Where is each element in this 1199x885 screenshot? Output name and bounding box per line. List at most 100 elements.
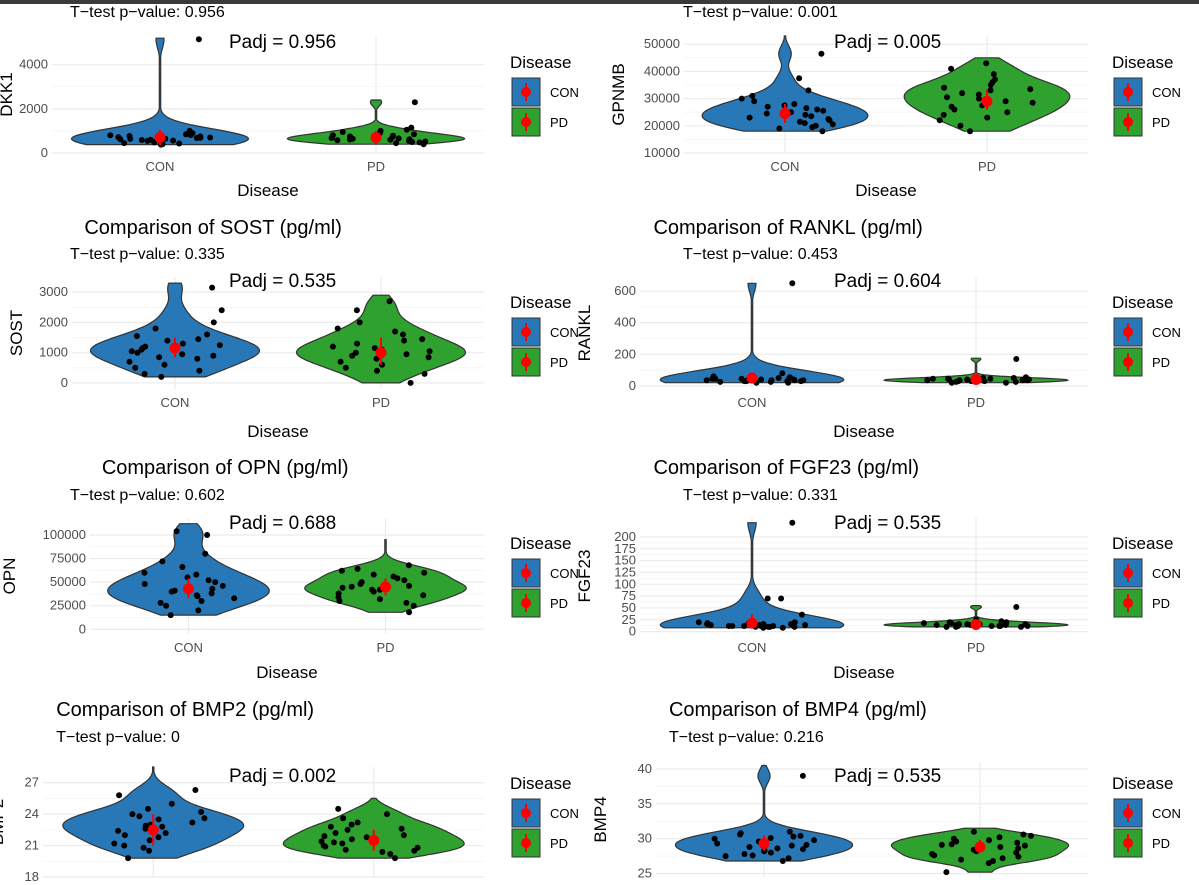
data-point-con: [738, 95, 745, 102]
data-point-pd: [356, 319, 363, 326]
data-point-con: [205, 577, 212, 584]
y-tick-label: 175: [614, 541, 636, 556]
y-tick-label: 200: [614, 529, 636, 544]
data-point-con: [155, 816, 162, 823]
violin-con: [89, 282, 261, 378]
legend-title: Disease: [510, 534, 571, 553]
violin-pd: [304, 539, 467, 613]
y-tick-label: 2000: [39, 314, 68, 329]
y-tick-label: 0: [629, 624, 636, 639]
mean-point-pd: [380, 581, 391, 593]
data-point-con: [808, 113, 815, 120]
data-point-con: [811, 837, 818, 844]
data-point-pd: [330, 839, 337, 846]
data-point-pd: [970, 828, 977, 835]
data-point-con: [788, 842, 795, 849]
data-point-con: [218, 307, 225, 314]
data-point-pd: [410, 602, 417, 609]
data-point-con: [171, 587, 178, 594]
y-tick-label: 0: [61, 375, 68, 390]
data-point-pd: [989, 79, 996, 86]
data-point-con: [142, 822, 149, 829]
data-point-con: [820, 107, 827, 114]
legend-label-con: CON: [550, 85, 579, 100]
data-point-con: [198, 809, 205, 815]
legend-label-pd: PD: [550, 115, 568, 130]
data-point-con: [126, 358, 133, 365]
data-point-con: [805, 87, 812, 94]
data-point-pd: [354, 565, 361, 572]
data-point-pd: [948, 65, 955, 72]
y-tick-label: 30: [638, 831, 652, 846]
legend-title: Disease: [1112, 53, 1173, 72]
data-point-con: [758, 376, 765, 383]
data-point-con: [717, 378, 724, 385]
data-point-con: [179, 340, 186, 347]
data-point-pd: [329, 343, 336, 350]
data-point-pd: [426, 348, 433, 355]
data-point-con: [802, 622, 809, 628]
gridlines: [640, 277, 1088, 389]
data-point-con: [163, 602, 170, 609]
data-point-pd: [1024, 623, 1031, 629]
x-tick-label: PD: [376, 640, 394, 655]
data-point-pd: [964, 621, 971, 628]
legend: Disease CON PD: [510, 534, 579, 618]
data-point-con: [107, 132, 114, 139]
legend-label-con: CON: [1152, 806, 1181, 821]
data-point-pd: [327, 823, 334, 830]
data-point-con: [179, 564, 186, 570]
data-point-con: [756, 622, 763, 628]
data-point-con: [749, 852, 756, 859]
panel-gpnmb: T−test p−value: 0.001 10000 20000 30000 4000…: [609, 4, 1181, 200]
data-point-pd: [358, 579, 365, 586]
gridlines: [640, 518, 1088, 634]
data-point-con: [194, 355, 201, 362]
data-point-pd: [1003, 379, 1009, 386]
data-point-pd: [421, 569, 428, 576]
data-point-pd: [334, 137, 341, 144]
data-point-pd: [321, 833, 328, 840]
data-point-pd: [395, 135, 402, 142]
data-point-pd: [403, 126, 410, 133]
data-point-pd: [999, 855, 1006, 862]
data-point-con: [193, 571, 200, 578]
data-point-con: [202, 550, 209, 557]
y-tick-label: 0: [629, 378, 636, 393]
legend: Disease CON PD: [1112, 534, 1181, 618]
data-point-pd: [371, 345, 378, 352]
data-point-con: [825, 116, 832, 122]
legend-label-con: CON: [1152, 566, 1181, 581]
data-point-pd: [996, 623, 1003, 629]
data-point-pd: [353, 307, 360, 314]
data-point-pd: [936, 117, 943, 124]
mean-point-pd: [970, 619, 982, 631]
data-point-pd: [425, 354, 432, 361]
data-point-pd: [406, 582, 412, 589]
data-point-con: [776, 125, 783, 132]
mean-point-pd: [370, 132, 382, 144]
data-point-con: [133, 333, 140, 339]
data-point-pd: [1004, 109, 1011, 116]
data-point-con: [168, 800, 175, 807]
data-point-pd: [322, 843, 329, 850]
data-point-con: [801, 120, 808, 127]
panel-sost: Comparison of SOST (pg/ml) T−test p−value…: [7, 217, 579, 441]
data-point-con: [146, 847, 153, 854]
data-point-con: [798, 378, 804, 385]
data-point-pd: [407, 379, 414, 386]
data-point-con: [159, 823, 166, 830]
data-point-pd: [405, 562, 412, 569]
data-point-pd: [938, 841, 945, 848]
padj-annotation: Padj = 0.688: [229, 513, 336, 534]
data-point-con: [204, 331, 211, 338]
data-point-pd: [944, 94, 950, 101]
data-point-pd: [959, 90, 966, 97]
data-point-pd: [394, 575, 401, 582]
data-point-con: [714, 840, 721, 847]
data-point-con: [802, 111, 809, 118]
data-point-pd: [958, 856, 965, 863]
data-point-pd: [983, 60, 990, 67]
outlier-point-pd: [411, 99, 418, 106]
outlier-point-con: [195, 36, 202, 43]
